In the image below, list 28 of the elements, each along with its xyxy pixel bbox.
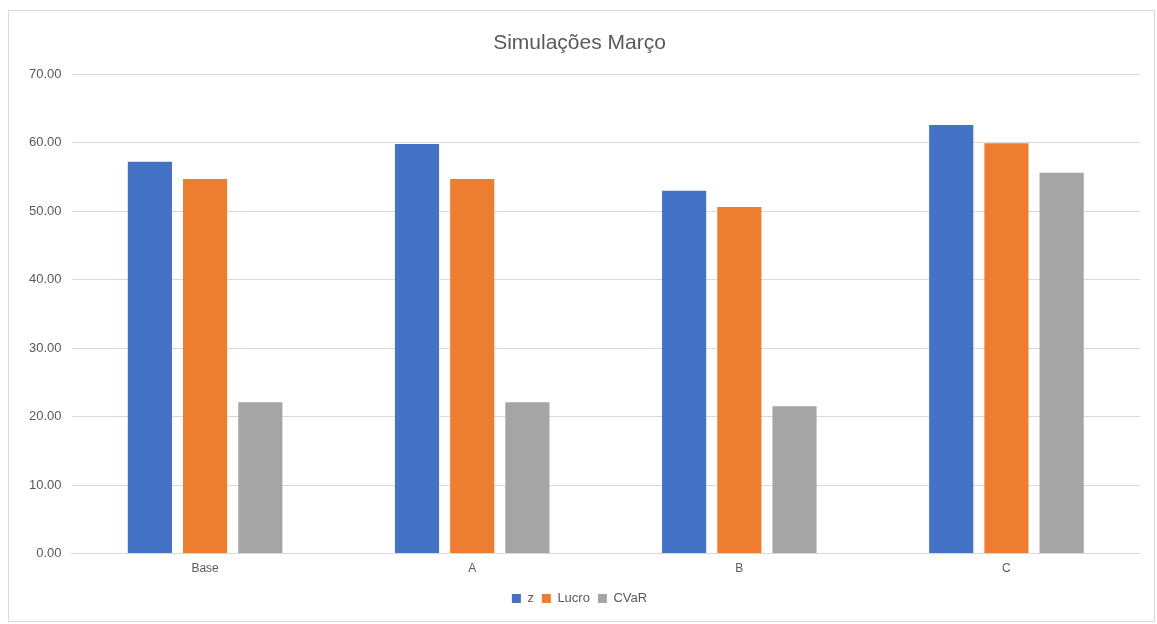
bar (1039, 172, 1084, 554)
legend-label: CVaR (613, 590, 648, 606)
bar (929, 124, 974, 554)
bar (505, 402, 550, 554)
y-tick-label: 60.00 (28, 134, 62, 150)
bar (717, 207, 762, 554)
bar (772, 406, 817, 554)
y-tick-label: 50.00 (28, 202, 62, 218)
bar (127, 161, 172, 554)
x-tick-label: A (468, 561, 477, 576)
bar (450, 178, 495, 554)
y-tick-label: 70.00 (28, 65, 62, 81)
legend-label: z (527, 590, 534, 606)
y-tick-label: 20.00 (28, 408, 62, 424)
x-tick-label: B (735, 561, 744, 576)
legend-label: Lucro (557, 590, 590, 606)
bar (183, 178, 228, 554)
bar (394, 144, 440, 554)
y-tick-label: 30.00 (28, 339, 62, 355)
y-tick-label: 40.00 (28, 271, 62, 287)
bar (662, 190, 707, 554)
x-tick-label: C (1002, 561, 1012, 576)
bar (238, 402, 283, 554)
bar (984, 143, 1029, 554)
x-tick-label: Base (191, 561, 220, 576)
y-tick-label: 10.00 (28, 476, 62, 492)
chart-title: Simulações Março (493, 30, 666, 54)
y-tick-label: 0.00 (36, 545, 62, 561)
